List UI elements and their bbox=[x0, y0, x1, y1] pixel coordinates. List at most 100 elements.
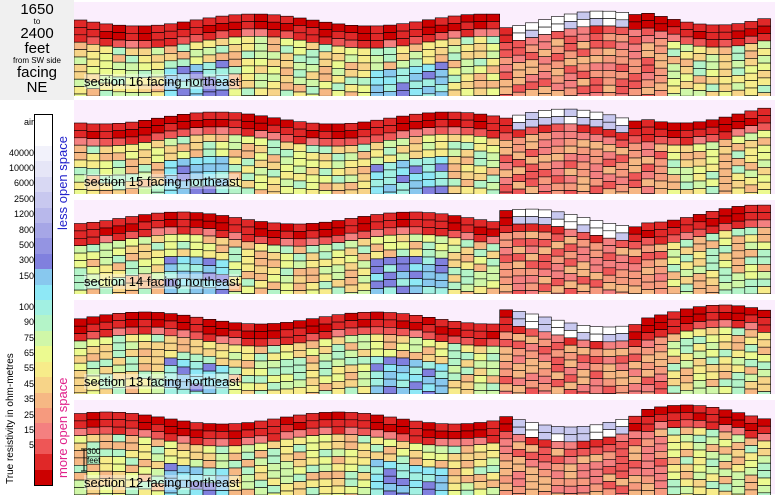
resistivity-cell bbox=[344, 130, 359, 139]
resistivity-cell bbox=[615, 355, 629, 364]
resistivity-cell bbox=[757, 332, 771, 341]
resistivity-cell bbox=[576, 426, 591, 435]
resistivity-cell bbox=[602, 282, 617, 291]
resistivity-cell bbox=[744, 234, 758, 243]
resistivity-cell bbox=[460, 438, 475, 447]
resistivity-cell bbox=[164, 241, 178, 250]
resistivity-cell bbox=[667, 456, 681, 465]
section-panel-15: section 15 facing northeast bbox=[74, 100, 775, 194]
resistivity-cell bbox=[744, 474, 758, 483]
resistivity-cell bbox=[254, 353, 268, 362]
resistivity-cell bbox=[189, 34, 204, 43]
resistivity-cell bbox=[473, 390, 488, 394]
resistivity-cell bbox=[757, 115, 771, 124]
resistivity-cell bbox=[550, 463, 565, 472]
resistivity-cell bbox=[602, 47, 617, 56]
resistivity-cell bbox=[383, 91, 397, 96]
section-panel-12: section 12 facing northeast bbox=[74, 400, 775, 495]
resistivity-cell bbox=[692, 427, 707, 436]
resistivity-cell bbox=[305, 267, 320, 276]
resistivity-cell bbox=[667, 256, 681, 265]
resistivity-cell bbox=[176, 337, 191, 346]
resistivity-cell bbox=[241, 95, 255, 96]
resistivity-cell bbox=[602, 144, 617, 153]
resistivity-cell bbox=[331, 478, 346, 487]
resistivity-cell bbox=[370, 221, 384, 230]
resistivity-cell bbox=[86, 190, 101, 194]
resistivity-cell bbox=[305, 413, 320, 422]
resistivity-cell bbox=[731, 228, 746, 237]
resistivity-cell bbox=[550, 349, 565, 358]
resistivity-cell bbox=[112, 448, 126, 457]
resistivity-cell bbox=[538, 469, 552, 478]
resistivity-cell bbox=[731, 280, 746, 289]
resistivity-cell bbox=[151, 460, 165, 469]
resistivity-cell bbox=[576, 239, 591, 248]
resistivity-cell bbox=[744, 322, 758, 331]
resistivity-cell bbox=[512, 151, 526, 160]
resistivity-cell bbox=[486, 221, 500, 230]
resistivity-cell bbox=[215, 141, 230, 150]
resistivity-cell bbox=[202, 438, 217, 447]
resistivity-cell bbox=[705, 414, 720, 423]
resistivity-cell bbox=[641, 468, 655, 477]
resistivity-cell bbox=[589, 446, 604, 455]
resistivity-cell bbox=[731, 128, 746, 137]
resistivity-cell bbox=[486, 472, 500, 481]
resistivity-cell bbox=[331, 463, 346, 472]
resistivity-cell bbox=[318, 383, 333, 392]
resistivity-cell bbox=[460, 344, 475, 353]
resistivity-cell bbox=[396, 137, 410, 146]
resistivity-cell bbox=[550, 145, 565, 154]
resistivity-cell bbox=[164, 226, 178, 235]
resistivity-cell bbox=[731, 379, 746, 388]
resistivity-cell bbox=[473, 474, 488, 483]
resistivity-cell bbox=[254, 323, 268, 332]
resistivity-cell bbox=[589, 84, 604, 93]
resistivity-cell bbox=[99, 249, 113, 258]
resistivity-cell bbox=[318, 190, 333, 194]
resistivity-cell bbox=[731, 213, 746, 222]
resistivity-cell bbox=[705, 83, 720, 92]
resistivity-cell bbox=[705, 233, 720, 242]
resistivity-cell bbox=[383, 341, 397, 350]
legend-tick-label: 40000 bbox=[8, 147, 34, 158]
resistivity-cell bbox=[370, 214, 384, 223]
resistivity-cell bbox=[589, 264, 604, 273]
resistivity-cell bbox=[538, 432, 552, 441]
resistivity-cell bbox=[550, 38, 565, 47]
resistivity-cell bbox=[589, 363, 604, 372]
resistivity-cell bbox=[74, 289, 88, 294]
resistivity-cell bbox=[538, 139, 552, 148]
resistivity-cell bbox=[576, 85, 591, 94]
resistivity-cell bbox=[280, 75, 294, 84]
resistivity-cell bbox=[757, 309, 771, 318]
resistivity-cell bbox=[628, 14, 642, 23]
resistivity-cell bbox=[744, 452, 758, 461]
resistivity-cell bbox=[589, 454, 604, 463]
resistivity-cell bbox=[447, 252, 462, 261]
resistivity-cell bbox=[396, 320, 410, 329]
resistivity-cell bbox=[744, 249, 758, 258]
resistivity-cell bbox=[176, 58, 191, 67]
resistivity-cell bbox=[679, 246, 694, 255]
resistivity-cell bbox=[305, 34, 320, 43]
resistivity-cell bbox=[705, 39, 720, 48]
resistivity-cell bbox=[692, 90, 707, 96]
resistivity-cell bbox=[486, 137, 500, 146]
resistivity-cell bbox=[125, 341, 139, 350]
resistivity-cell bbox=[615, 34, 629, 43]
resistivity-cell bbox=[202, 119, 217, 128]
resistivity-cell bbox=[215, 23, 230, 32]
resistivity-cell bbox=[344, 47, 359, 56]
resistivity-cell bbox=[512, 478, 526, 487]
resistivity-cell bbox=[396, 440, 410, 449]
resistivity-cell bbox=[525, 141, 539, 150]
resistivity-cell bbox=[744, 227, 758, 236]
resistivity-cell bbox=[357, 435, 371, 444]
resistivity-cell bbox=[589, 55, 604, 64]
resistivity-cell bbox=[280, 373, 294, 382]
resistivity-cell bbox=[305, 230, 320, 239]
resistivity-cell bbox=[383, 61, 397, 70]
legend-swatch bbox=[35, 130, 52, 147]
